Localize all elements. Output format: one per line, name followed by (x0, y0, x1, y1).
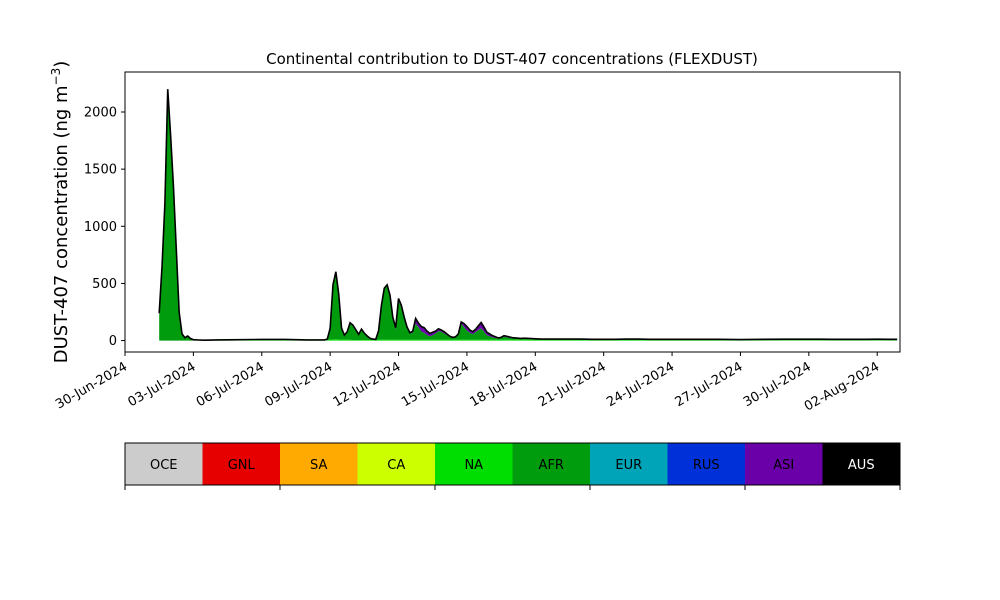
legend-swatch-aus (822, 443, 900, 485)
y-axis-label-close: ) (51, 61, 72, 68)
x-tick-label: 12-Jul-2024 (331, 359, 404, 410)
x-tick-label: 30-Jun-2024 (53, 359, 130, 412)
area-series-asi (159, 89, 898, 341)
y-axis-label-main: DUST-407 concentration (ng m (51, 85, 72, 363)
y-axis: 0 500 1000 1500 2000 (84, 106, 125, 349)
legend-frame (124, 442, 901, 486)
legend-swatch-oce (125, 443, 203, 485)
x-tick-label: 06-Jul-2024 (194, 359, 267, 410)
legend-label-eur: EUR (615, 458, 642, 473)
chart-title: Continental contribution to DUST-407 con… (266, 50, 758, 68)
continent-legend: OCE GNL SA CA NA AFR EUR RUS ASI AUS (124, 442, 901, 490)
legend-label-na: NA (464, 458, 483, 473)
y-axis-label-exponent: −3 (49, 68, 63, 86)
legend-swatch-asi (745, 443, 823, 485)
x-tick-label: 21-Jul-2024 (536, 359, 609, 410)
y-tick-label: 2000 (84, 106, 117, 121)
x-tick-label: 24-Jul-2024 (604, 359, 677, 410)
plot-area (124, 71, 901, 353)
legend-label-gnl: GNL (228, 458, 256, 473)
legend-label-oce: OCE (150, 458, 178, 473)
x-tick-label: 09-Jul-2024 (262, 359, 335, 410)
plot-frame (124, 71, 901, 353)
area-series-na (159, 339, 898, 341)
legend-label-aus: AUS (848, 458, 875, 473)
x-tick-label: 02-Aug-2024 (802, 359, 882, 414)
legend-swatch-afr (512, 443, 590, 485)
y-tick-label: 0 (109, 334, 117, 349)
x-tick-label: 03-Jul-2024 (126, 359, 199, 410)
x-tick-label: 18-Jul-2024 (467, 359, 540, 410)
legend-swatch-gnl (202, 443, 280, 485)
legend-swatch-ca (357, 443, 435, 485)
y-tick-label: 1000 (84, 220, 117, 235)
legend-swatch-eur (590, 443, 668, 485)
y-tick-label: 1500 (84, 163, 117, 178)
legend-swatch-sa (280, 443, 358, 485)
legend-label-rus: RUS (693, 458, 720, 473)
legend-label-ca: CA (387, 458, 405, 473)
legend-label-afr: AFR (539, 458, 564, 473)
area-series-rus (159, 89, 898, 341)
legend-label-asi: ASI (773, 458, 794, 473)
y-tick-label: 500 (92, 277, 117, 292)
legend-swatch-rus (667, 443, 745, 485)
y-axis-label: DUST-407 concentration (ng m−3) (49, 61, 72, 364)
x-axis: 30-Jun-202403-Jul-202406-Jul-202409-Jul-… (53, 352, 882, 415)
total-concentration-line (158, 89, 898, 342)
x-tick-label: 27-Jul-2024 (673, 359, 746, 410)
legend-label-sa: SA (310, 458, 327, 473)
x-tick-label: 15-Jul-2024 (399, 359, 472, 410)
legend-swatch-na (435, 443, 513, 485)
area-series-afr (159, 89, 898, 341)
